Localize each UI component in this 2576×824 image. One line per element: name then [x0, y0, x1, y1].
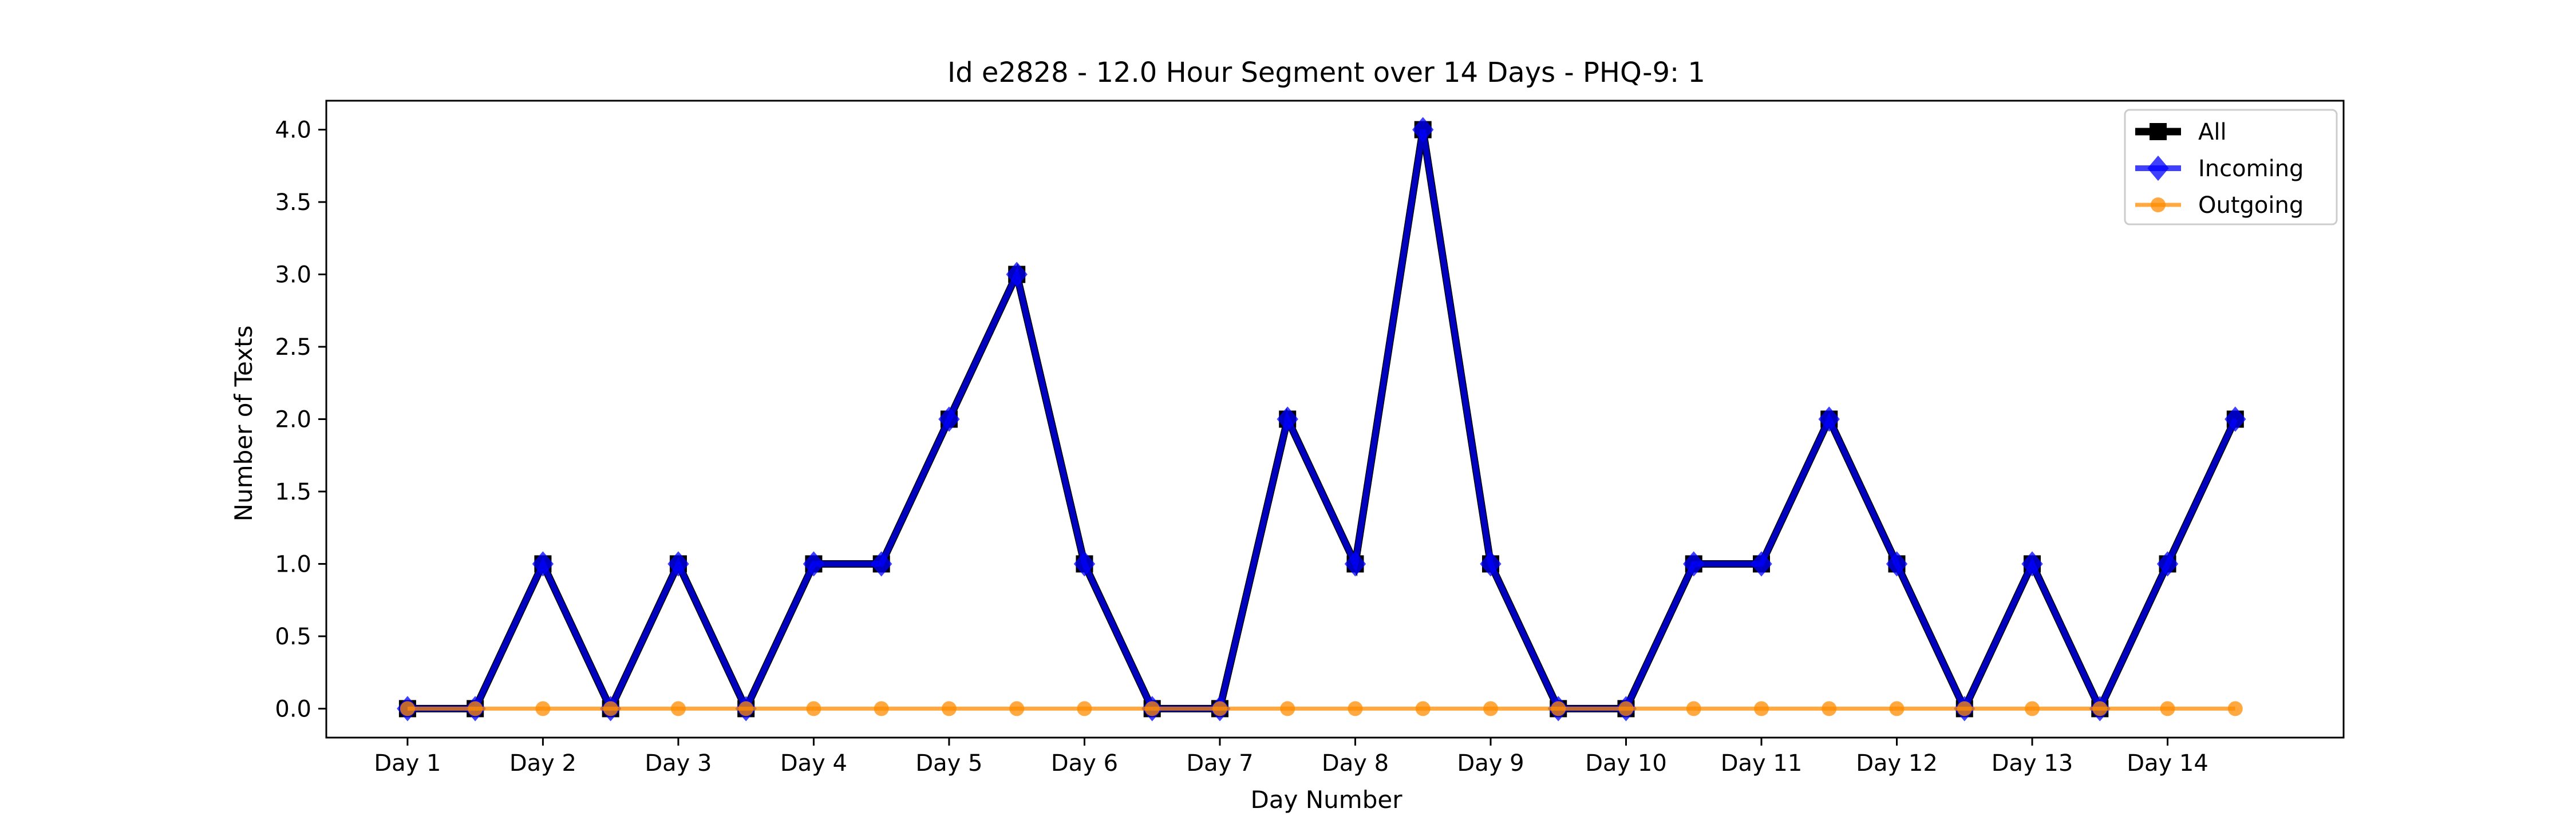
x-tick-label: Day 13 — [1992, 750, 2073, 777]
data-point-outgoing — [670, 701, 686, 716]
y-tick-label: 1.5 — [275, 479, 311, 505]
x-tick-label: Day 7 — [1186, 750, 1253, 777]
data-point-incoming — [1073, 551, 1096, 577]
x-tick-label: Day 14 — [2127, 750, 2208, 777]
x-axis-label: Day Number — [1250, 786, 1402, 814]
data-point-incoming — [1277, 406, 1298, 432]
data-point-outgoing — [1009, 701, 1025, 716]
x-tick-label: Day 8 — [1322, 750, 1389, 777]
axes: Day 1 Day 2 Day 3 Day 4 Day 5 Day 6 Day 7 Day 8… — [275, 117, 2208, 777]
x-tick-label: Day 2 — [509, 750, 576, 777]
data-point-outgoing — [806, 701, 821, 716]
legend-marker-incoming — [2147, 155, 2169, 181]
x-tick-label: Day 5 — [915, 750, 982, 777]
data-point-outgoing — [1212, 701, 1227, 716]
data-point-outgoing — [1889, 701, 1905, 716]
data-point-outgoing — [738, 701, 754, 716]
y-tick-label: 4.0 — [275, 117, 311, 144]
data-point-incoming — [1412, 117, 1434, 142]
data-point-outgoing — [1415, 701, 1431, 716]
y-tick-label: 0.5 — [275, 624, 311, 650]
data-point-incoming — [1006, 262, 1028, 287]
data-point-outgoing — [1551, 701, 1566, 716]
data-point-outgoing — [468, 701, 483, 716]
data-point-outgoing — [2025, 701, 2040, 716]
data-point-outgoing — [2160, 701, 2175, 716]
x-tick-label: Day 12 — [1856, 750, 1938, 777]
data-point-incoming — [2225, 406, 2246, 432]
data-point-incoming — [1751, 551, 1772, 577]
y-axis-label: Number of Texts — [230, 326, 258, 522]
y-tick-label: 3.5 — [275, 189, 311, 216]
legend-marker-all — [2150, 123, 2167, 140]
x-tick-label: Day 4 — [780, 750, 847, 777]
y-tick-label: 0.0 — [275, 696, 311, 722]
legend-label-incoming: Incoming — [2198, 156, 2304, 182]
y-tick-label: 2.5 — [275, 334, 311, 360]
data-point-outgoing — [400, 701, 415, 716]
y-tick-label: 3.0 — [275, 262, 311, 288]
data-point-incoming — [2021, 551, 2043, 577]
chart-title: Id e2828 - 12.0 Hour Segment over 14 Day… — [947, 57, 1705, 89]
data-point-outgoing — [2092, 701, 2108, 716]
series-layer — [397, 117, 2246, 722]
x-tick-label: Day 11 — [1721, 750, 1803, 777]
data-point-incoming — [1344, 551, 1366, 577]
data-point-outgoing — [1618, 701, 1634, 716]
legend-label-all: All — [2198, 119, 2227, 145]
data-point-outgoing — [874, 701, 889, 716]
data-point-outgoing — [1348, 701, 1363, 716]
legend-marker-outgoing — [2151, 197, 2166, 212]
data-point-outgoing — [603, 701, 618, 716]
x-tick-label: Day 6 — [1051, 750, 1118, 777]
data-point-incoming — [1480, 551, 1502, 577]
data-point-outgoing — [1957, 701, 1972, 716]
data-point-incoming — [803, 551, 825, 577]
legend-box — [2124, 109, 2338, 225]
x-tick-label: Day 3 — [645, 750, 712, 777]
data-point-outgoing — [941, 701, 957, 716]
data-point-incoming — [870, 551, 892, 577]
data-point-incoming — [2156, 551, 2179, 577]
x-tick-label: Day 9 — [1457, 750, 1524, 777]
data-point-outgoing — [1754, 701, 1769, 716]
x-tick-label: Day 1 — [374, 750, 441, 777]
y-tick-label: 2.0 — [275, 407, 311, 433]
series-outgoing — [400, 701, 2243, 716]
data-point-incoming — [532, 551, 554, 577]
plot-frame — [325, 100, 2345, 739]
data-point-outgoing — [1077, 701, 1092, 716]
data-point-outgoing — [1686, 701, 1701, 716]
data-point-outgoing — [1483, 701, 1498, 716]
data-point-outgoing — [535, 701, 551, 716]
legend: All Incoming Outgoing — [2124, 109, 2338, 225]
data-point-outgoing — [1144, 701, 1160, 716]
data-point-outgoing — [1280, 701, 1295, 716]
data-point-incoming — [1683, 551, 1705, 577]
data-point-outgoing — [1822, 701, 1837, 716]
data-point-incoming — [667, 551, 689, 577]
data-point-incoming — [1818, 406, 1840, 432]
legend-label-outgoing: Outgoing — [2198, 192, 2304, 219]
data-point-incoming — [938, 406, 960, 432]
series-line-incoming — [407, 129, 2238, 716]
data-point-incoming — [1886, 551, 1908, 577]
y-tick-label: 1.0 — [275, 551, 311, 577]
data-point-outgoing — [2227, 701, 2243, 716]
x-tick-label: Day 10 — [1585, 750, 1667, 777]
